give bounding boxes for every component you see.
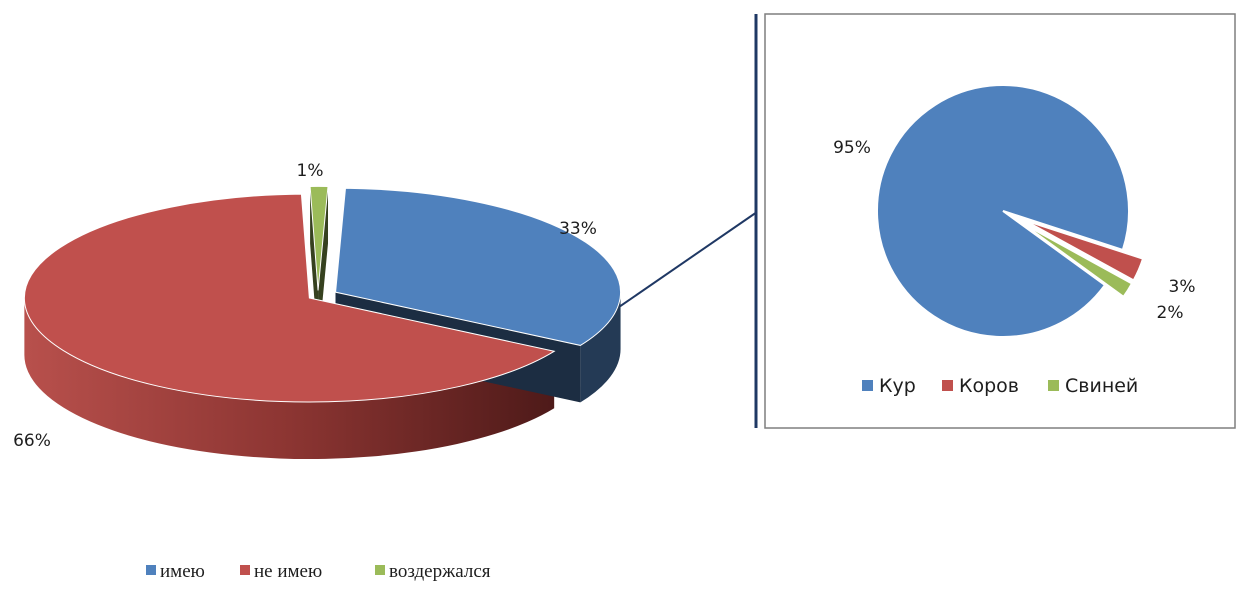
secondary-slice-Кур bbox=[875, 84, 1130, 339]
main-legend-swatch-воздержался bbox=[375, 565, 385, 575]
main-slice-side-не-имею bbox=[24, 298, 555, 460]
connector-line bbox=[602, 211, 758, 319]
secondary-legend-swatch-Свиней bbox=[1048, 380, 1059, 391]
main-pie bbox=[23, 185, 622, 460]
main-slice-не-имею bbox=[23, 193, 556, 403]
main-legend-label-не-имею: не имею bbox=[254, 561, 322, 582]
main-legend-label-воздержался: воздержался bbox=[389, 561, 491, 582]
secondary-slice-Свиней bbox=[1020, 221, 1134, 299]
secondary-slice-Коров bbox=[1022, 218, 1145, 282]
secondary-legend: Кур Коров Свиней bbox=[862, 375, 1138, 397]
main-slice-имею bbox=[335, 187, 622, 346]
secondary-data-label-Кур: 95% bbox=[833, 138, 871, 158]
main-legend-swatch-имею bbox=[146, 565, 156, 575]
secondary-pie bbox=[875, 84, 1145, 339]
secondary-legend-label-Свиней: Свиней bbox=[1065, 375, 1138, 397]
secondary-legend-swatch-Коров bbox=[942, 380, 953, 391]
main-legend-swatch-не-имею bbox=[240, 565, 250, 575]
main-data-label-воздержался: 1% bbox=[297, 161, 324, 181]
secondary-data-label-Свиней: 2% bbox=[1157, 303, 1184, 323]
main-legend: имею не имею воздержался bbox=[146, 561, 491, 582]
main-data-label-имею: 33% bbox=[559, 219, 597, 239]
secondary-legend-swatch-Кур bbox=[862, 380, 873, 391]
secondary-legend-label-Коров: Коров bbox=[959, 375, 1019, 397]
main-legend-label-имею: имею bbox=[160, 561, 205, 582]
secondary-data-label-Коров: 3% bbox=[1169, 277, 1196, 297]
secondary-pie-labels: 95% 3% 2% bbox=[833, 138, 1195, 323]
main-data-label-не-имею: 66% bbox=[13, 431, 51, 451]
main-slice-воздержался bbox=[309, 185, 329, 291]
main-pie-labels: 33% 66% 1% bbox=[13, 161, 597, 451]
secondary-legend-label-Кур: Кур bbox=[879, 375, 916, 397]
